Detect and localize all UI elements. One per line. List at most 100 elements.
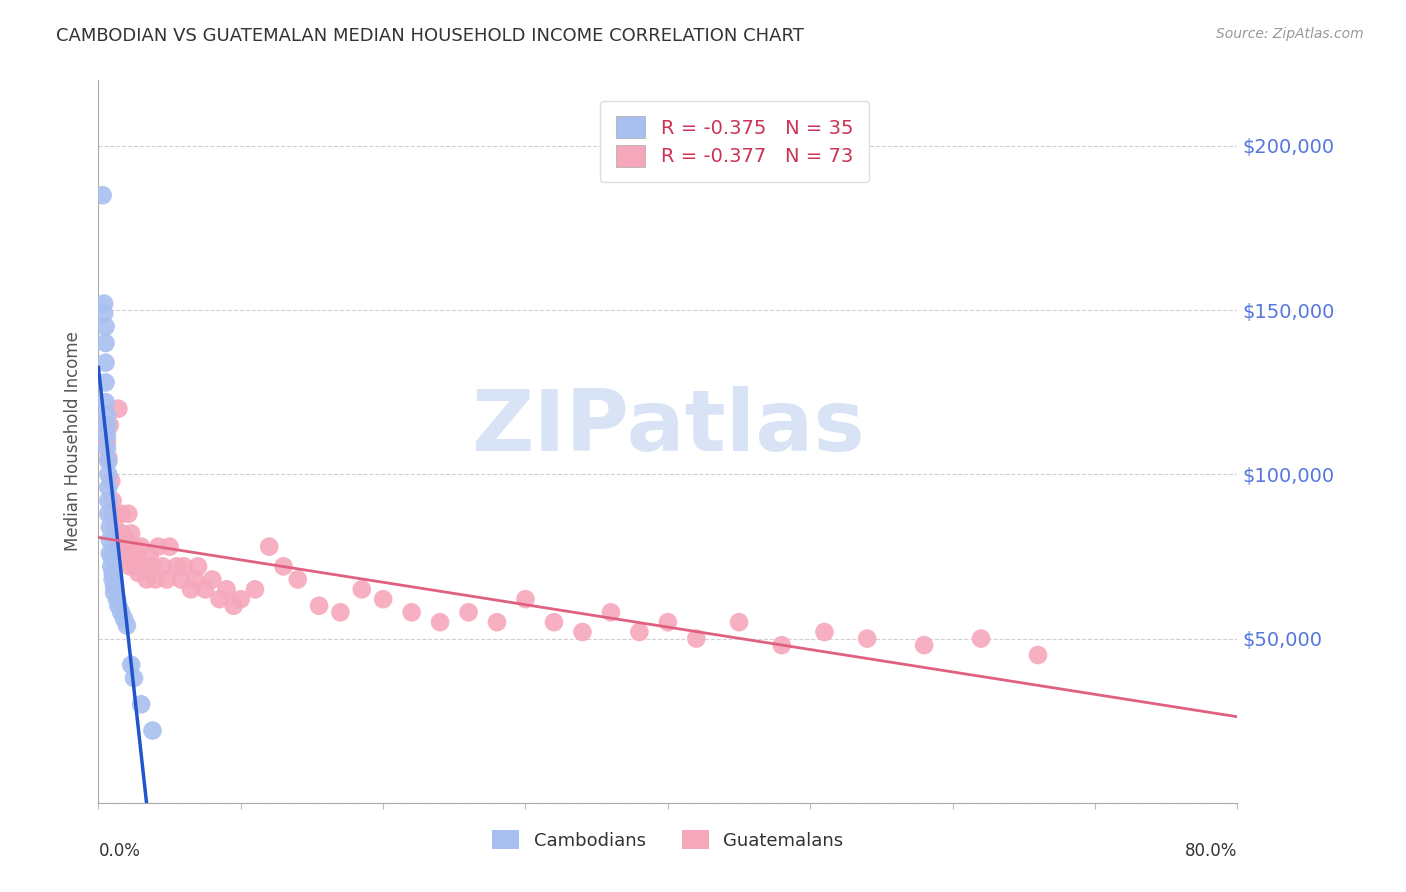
- Point: [571, 625, 593, 640]
- Point: [166, 559, 188, 574]
- Point: [100, 549, 122, 564]
- Point: [208, 592, 231, 607]
- Point: [97, 481, 120, 495]
- Text: 80.0%: 80.0%: [1185, 842, 1237, 860]
- Point: [127, 566, 149, 580]
- Point: [770, 638, 793, 652]
- Point: [141, 723, 163, 738]
- Point: [170, 573, 193, 587]
- Point: [152, 559, 174, 574]
- Point: [98, 520, 121, 534]
- Point: [173, 559, 195, 574]
- Point: [103, 579, 125, 593]
- Point: [120, 657, 142, 672]
- Point: [122, 540, 145, 554]
- Point: [273, 559, 295, 574]
- Point: [103, 585, 125, 599]
- Point: [600, 605, 623, 619]
- Point: [429, 615, 451, 630]
- Point: [96, 434, 118, 449]
- Point: [401, 605, 423, 619]
- Point: [222, 599, 245, 613]
- Point: [970, 632, 993, 646]
- Point: [135, 573, 157, 587]
- Point: [543, 615, 565, 630]
- Point: [97, 467, 120, 482]
- Legend: Cambodians, Guatemalans: Cambodians, Guatemalans: [484, 822, 852, 859]
- Point: [628, 625, 651, 640]
- Point: [91, 188, 114, 202]
- Point: [813, 625, 835, 640]
- Point: [141, 559, 163, 574]
- Point: [187, 559, 209, 574]
- Point: [101, 566, 124, 580]
- Text: 0.0%: 0.0%: [98, 842, 141, 860]
- Point: [243, 582, 266, 597]
- Point: [121, 549, 143, 564]
- Point: [120, 526, 142, 541]
- Point: [112, 612, 135, 626]
- Point: [94, 319, 117, 334]
- Point: [115, 533, 138, 547]
- Point: [308, 599, 330, 613]
- Point: [98, 533, 121, 547]
- Point: [93, 306, 115, 320]
- Point: [97, 507, 120, 521]
- Point: [287, 573, 309, 587]
- Point: [112, 540, 135, 554]
- Point: [856, 632, 879, 646]
- Point: [118, 559, 141, 574]
- Point: [96, 441, 118, 455]
- Point: [124, 559, 146, 574]
- Point: [201, 573, 224, 587]
- Point: [728, 615, 751, 630]
- Point: [657, 615, 679, 630]
- Point: [96, 418, 118, 433]
- Point: [138, 549, 160, 564]
- Point: [111, 526, 134, 541]
- Point: [93, 296, 115, 310]
- Point: [329, 605, 352, 619]
- Point: [100, 474, 122, 488]
- Point: [115, 618, 138, 632]
- Point: [373, 592, 395, 607]
- Point: [97, 454, 120, 468]
- Text: Source: ZipAtlas.com: Source: ZipAtlas.com: [1216, 27, 1364, 41]
- Text: CAMBODIAN VS GUATEMALAN MEDIAN HOUSEHOLD INCOME CORRELATION CHART: CAMBODIAN VS GUATEMALAN MEDIAN HOUSEHOLD…: [56, 27, 804, 45]
- Point: [129, 540, 152, 554]
- Point: [94, 418, 117, 433]
- Point: [101, 507, 124, 521]
- Point: [97, 493, 120, 508]
- Point: [96, 428, 118, 442]
- Point: [194, 582, 217, 597]
- Point: [125, 549, 148, 564]
- Point: [457, 605, 479, 619]
- Point: [1026, 648, 1049, 662]
- Point: [110, 605, 132, 619]
- Point: [132, 559, 155, 574]
- Point: [107, 599, 129, 613]
- Point: [94, 356, 117, 370]
- Point: [101, 573, 124, 587]
- Point: [94, 395, 117, 409]
- Point: [350, 582, 373, 597]
- Point: [486, 615, 509, 630]
- Point: [117, 507, 139, 521]
- Point: [104, 526, 127, 541]
- Point: [215, 582, 238, 597]
- Point: [100, 559, 122, 574]
- Point: [259, 540, 281, 554]
- Point: [94, 336, 117, 351]
- Point: [912, 638, 935, 652]
- Point: [515, 592, 537, 607]
- Point: [229, 592, 252, 607]
- Point: [180, 582, 202, 597]
- Point: [685, 632, 707, 646]
- Point: [97, 450, 120, 465]
- Point: [103, 516, 125, 531]
- Point: [110, 507, 132, 521]
- Point: [105, 533, 128, 547]
- Text: ZIPatlas: ZIPatlas: [471, 385, 865, 468]
- Point: [98, 418, 121, 433]
- Point: [145, 573, 167, 587]
